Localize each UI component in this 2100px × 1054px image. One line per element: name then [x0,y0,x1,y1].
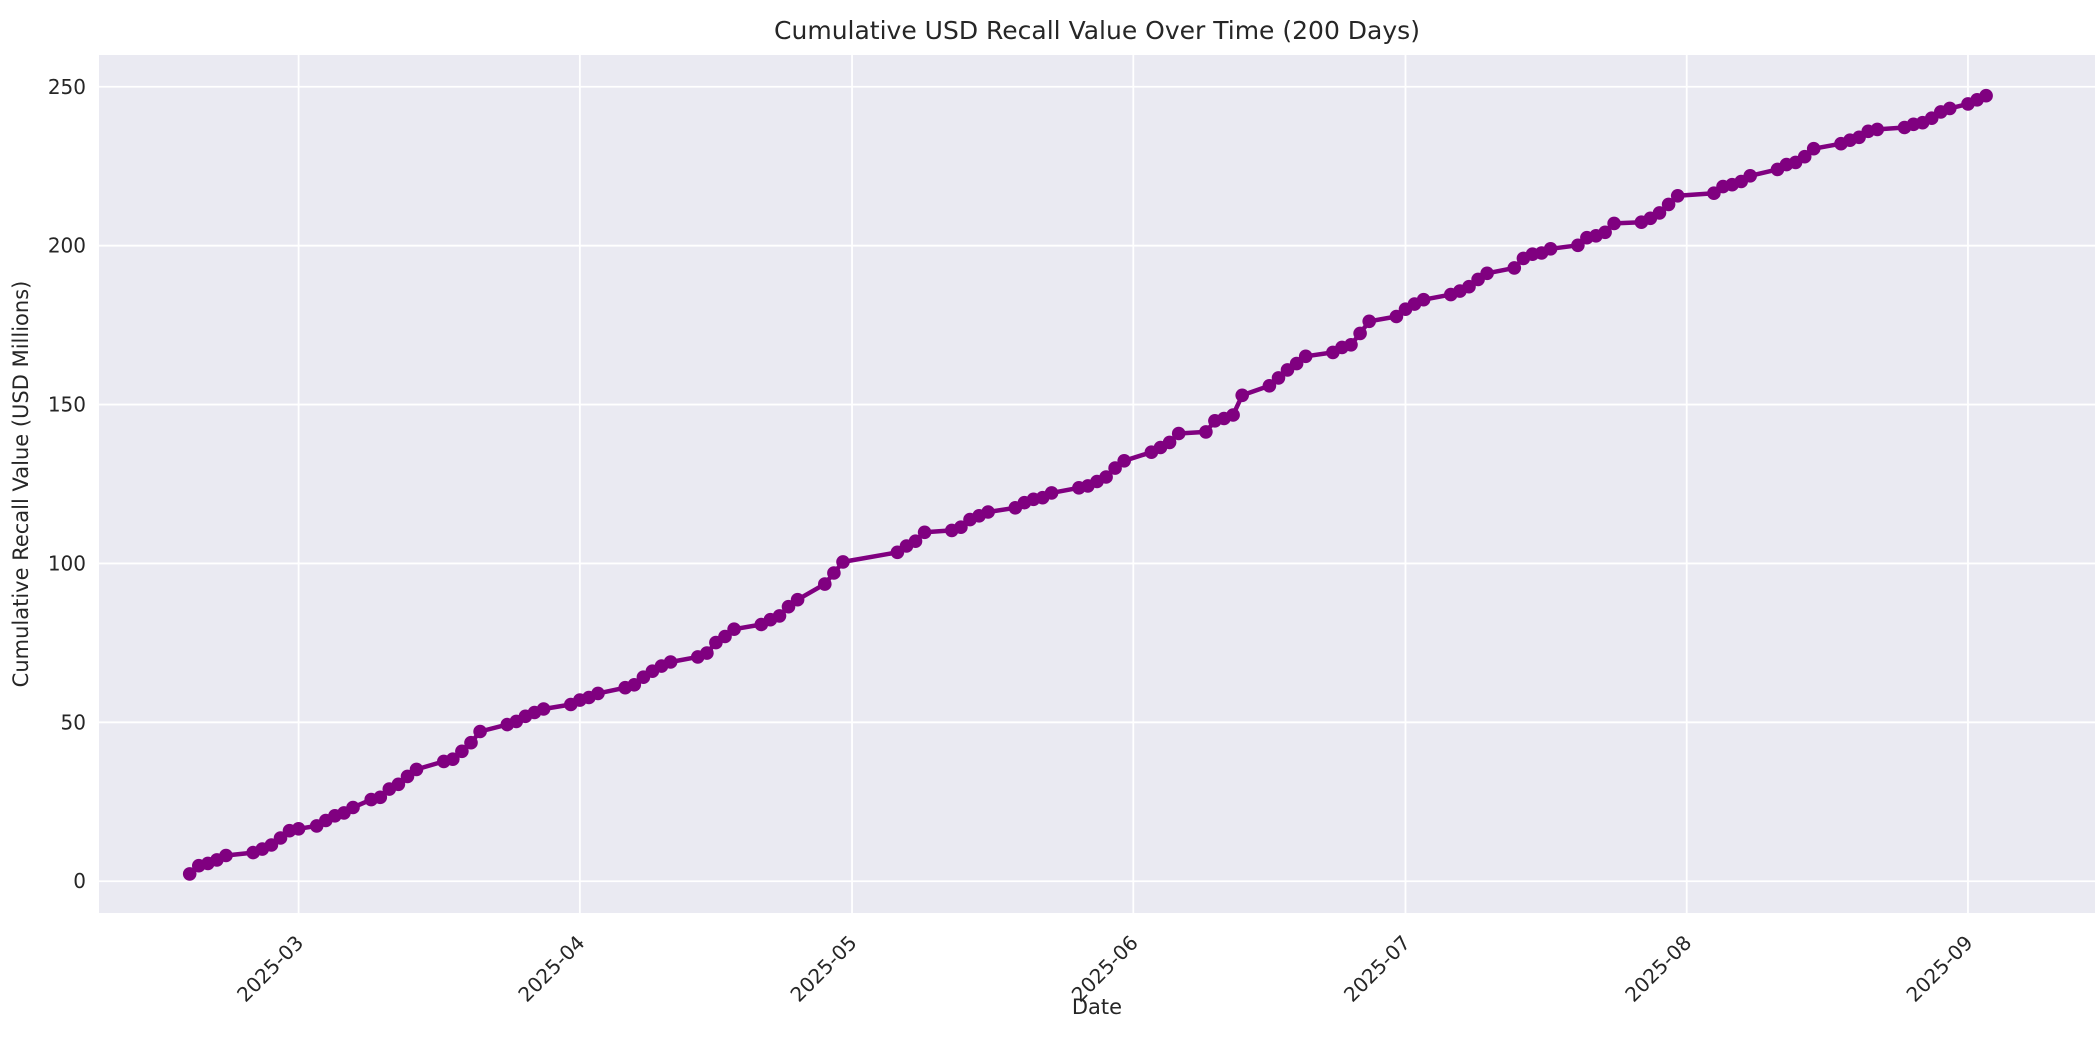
data-point-marker [1199,425,1213,439]
x-tick-label: 2025-09 [1901,931,1977,1007]
data-point-marker [1298,349,1313,364]
x-axis-label: Date [1072,995,1122,1019]
data-point-marker [1362,314,1376,329]
data-point-marker [591,686,605,701]
data-point-marker [1806,141,1821,156]
data-point-marker [182,867,197,881]
data-point-marker [455,744,469,759]
data-point-marker [727,622,741,636]
y-tick-label: 250 [48,75,86,99]
x-tick-label: 2025-05 [786,931,862,1007]
data-point-marker [291,822,306,836]
data-point-marker [1661,197,1676,212]
y-tick-label: 100 [48,551,86,575]
data-point-marker [1108,461,1122,475]
data-point-marker [1670,189,1685,203]
data-point-marker [273,831,288,845]
data-point-marker [818,577,832,591]
data-point-marker [1344,338,1358,352]
data-point-marker [981,505,995,519]
data-point-marker [1262,379,1277,393]
y-tick-label: 50 [61,710,86,734]
data-point-marker [1480,266,1494,281]
data-point-marker [1571,238,1585,253]
data-point-marker [718,629,732,644]
data-point-marker [1044,486,1059,500]
data-point-marker [663,655,678,669]
data-point-marker [1389,309,1404,324]
data-point-marker [836,555,850,569]
x-tick-label: 2025-08 [1620,931,1696,1007]
y-tick-label: 0 [73,869,86,893]
data-point-marker [1099,470,1113,484]
series-layer [182,88,1993,881]
grid-layer [99,55,2095,913]
data-point-marker [917,525,932,540]
data-point-marker [346,800,360,815]
data-point-marker [1507,261,1522,275]
data-point-marker [1598,225,1612,240]
data-point-marker [1271,371,1286,385]
data-point-marker [1235,388,1249,403]
y-axis-label: Cumulative Recall Value (USD Millions) [9,281,33,688]
data-point-marker [1979,88,1993,103]
data-point-marker [219,848,233,863]
data-point-marker [391,777,406,792]
data-point-marker [1607,216,1621,231]
data-point-marker [446,752,460,766]
data-point-marker [473,724,487,739]
data-point-marker [464,735,478,750]
data-point-marker [1652,206,1667,220]
data-point-marker [772,609,787,623]
y-tick-labels: 0 50 100 150 200 250 [48,75,86,893]
data-point-marker [373,790,388,805]
data-point-marker [954,520,968,534]
data-point-marker [790,592,805,607]
data-point-marker [1743,169,1757,183]
y-tick-label: 200 [48,234,86,258]
data-point-marker [1353,326,1367,341]
data-point-marker [1943,101,1957,116]
data-point-marker [1797,149,1812,164]
data-point-marker [1162,435,1177,450]
data-point-marker [1870,122,1885,137]
data-point-marker [1117,454,1131,468]
y-tick-label: 150 [48,393,86,417]
data-point-marker [536,702,551,716]
data-point-marker [1289,356,1304,371]
data-point-marker [908,534,923,548]
data-point-marker [827,566,841,580]
data-point-marker [1543,242,1558,256]
x-tick-label: 2025-07 [1339,931,1415,1007]
data-point-marker [1226,408,1240,422]
chart-title: Cumulative USD Recall Value Over Time (2… [774,16,1420,45]
data-point-marker [1416,292,1431,307]
x-tick-label: 2025-03 [232,931,308,1007]
data-point-marker [1462,279,1476,294]
data-point-marker [627,678,642,692]
data-point-marker [1171,426,1186,441]
data-point-marker [409,762,424,777]
x-tick-label: 2025-04 [513,931,589,1007]
data-point-marker [700,646,714,660]
